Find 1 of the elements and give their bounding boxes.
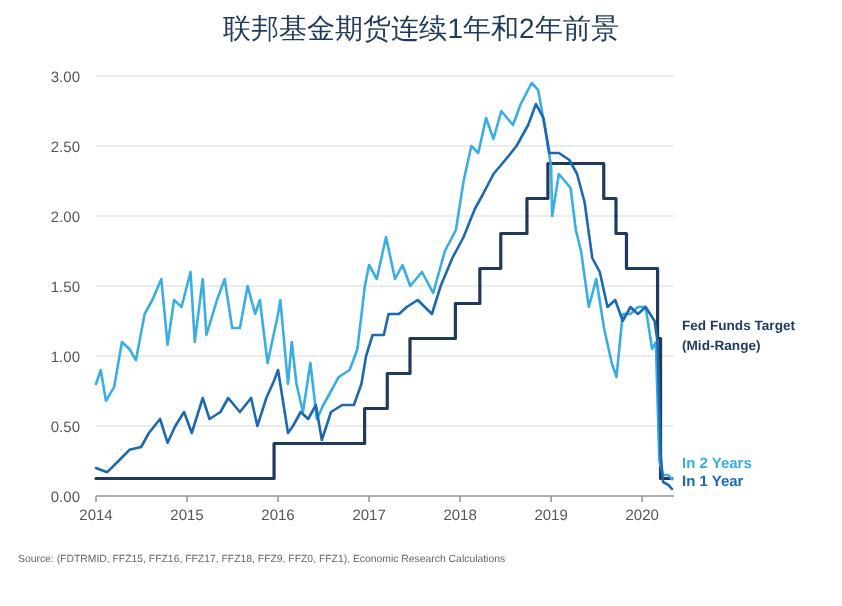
chart-title: 联邦基金期货连续1年和2年前景 (223, 12, 619, 44)
